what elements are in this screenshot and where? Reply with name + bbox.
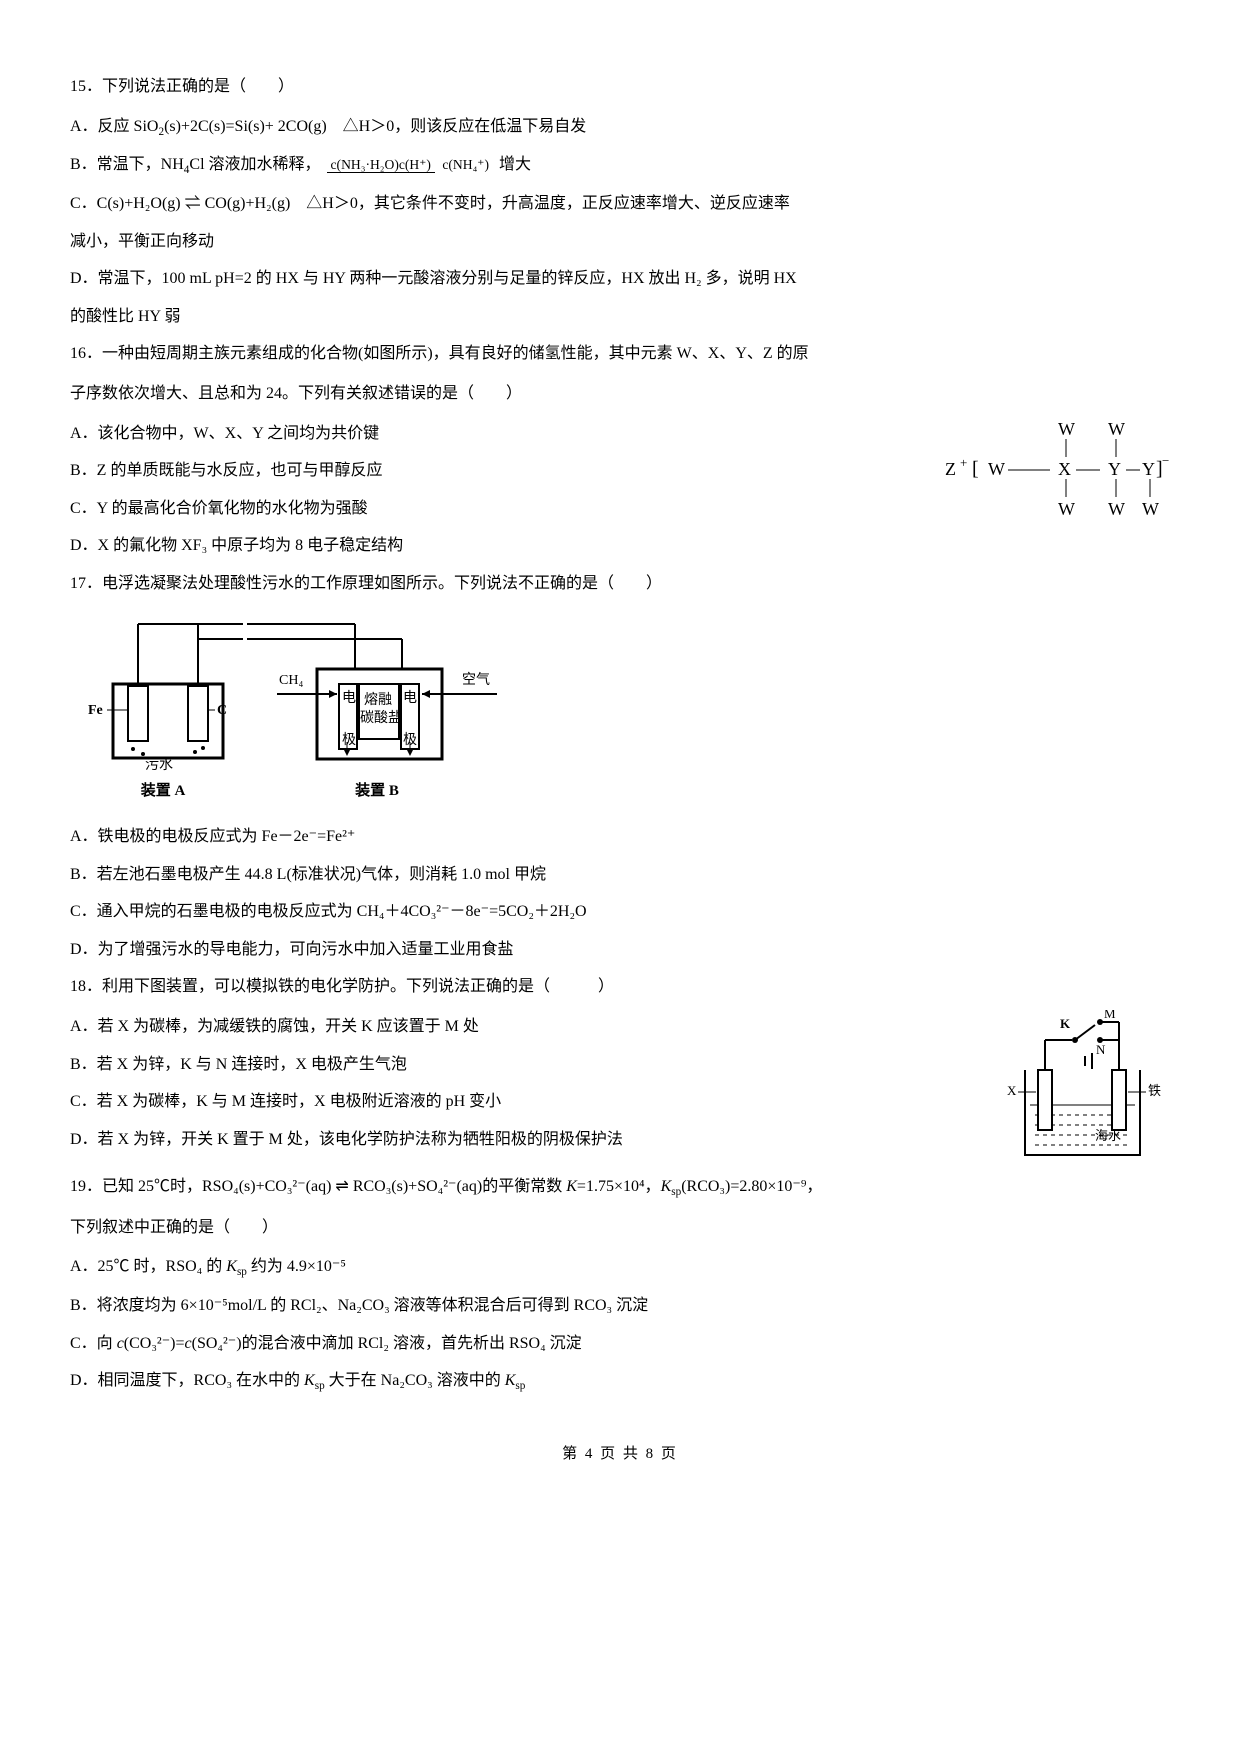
q17-stem: 17．电浮选凝聚法处理酸性污水的工作原理如图所示。下列说法不正确的是（ ） [70,567,1170,601]
q17-caption-b: 装置 B [247,776,507,808]
q17-fig-elec-r: 电 [403,690,417,706]
q16-opt-d: D．X 的氟化物 XF₃ 中原子均为 8 电子稳定结构 [70,529,1170,563]
q19-opt-d: D．相同温度下，RCO₃ 在水中的 Ksp 大于在 Na₂CO₃ 溶液中的 Ks… [70,1364,1170,1399]
q17-opt-c: C．通入甲烷的石墨电极的电极反应式为 CH₄＋4CO₃²⁻－8e⁻=5CO₂＋2… [70,895,1170,929]
q19-c-a: C．向 [70,1335,117,1352]
q19-c-c1: c [117,1335,124,1352]
q17-fig-elec-l: 电 [342,690,356,706]
q18-fig-k: K [1060,1016,1071,1031]
q16-fig-minus: − [1162,453,1169,468]
q19-a-sp: sp [237,1266,247,1278]
q16-fig-w2: W [1108,419,1125,439]
q16-fig-w6: W [1142,499,1159,519]
q17-fig-air: 空气 [462,672,490,688]
q15-opt-b: B．常温下，NH4Cl 溶液加水稀释， c(NH₃·H₂O)c(H⁺) c(NH… [70,148,1170,183]
q17-fig-fe: Fe [88,703,103,718]
q18-fig-fe: 铁 [1148,1083,1161,1098]
q15-opt-c-l1: C．C(s)+H₂O(g) ⇌ CO(g)+H₂(g) △H＞0，其它条件不变时… [70,187,1170,221]
q16-fig-x: X [1058,459,1071,479]
q19-s1c: (RCO₃)=2.80×10⁻⁹， [681,1178,822,1195]
q16-fig-w4: W [1058,499,1075,519]
q17-fig-pole-l: 极 [342,732,356,748]
q18-fig-x: X [1007,1083,1017,1098]
q19-opt-c: C．向 c(CO₃²⁻)=c(SO₄²⁻)的混合液中滴加 RCl₂ 溶液，首先析… [70,1327,1170,1361]
q16-fig-w3: W [988,459,1005,479]
q15-stem: 15．下列说法正确的是（ ） [70,70,1170,104]
q17-opt-a: A．铁电极的电极反应式为 Fe－2e⁻=Fe²⁺ [70,820,1170,854]
q17-fig-sewage: 污水 [145,757,173,773]
q18-fig-m: M [1104,1010,1116,1021]
q19-s1a: 19．已知 25℃时，RSO₄(s)+CO₃²⁻(aq) ⇌ RCO₃(s)+S… [70,1178,566,1195]
q19-ksp: K [661,1178,672,1195]
q19-a-a: A．25℃ 时，RSO₄ 的 [70,1258,226,1275]
q16-fig-y1: Y [1108,459,1121,479]
q15-opt-d-l1: D．常温下，100 mL pH=2 的 HX 与 HY 两种一元酸溶液分别与足量… [70,262,1170,296]
q15-b-frac-bot: c(NH₄⁺) [438,157,493,172]
q16-fig-w1: W [1058,419,1075,439]
q15-b-post: 增大 [499,156,531,173]
q19-d-a: D．相同温度下，RCO₃ 在水中的 [70,1372,304,1389]
q16-stem-l2: 子序数依次增大、且总和为 24。下列有关叙述错误的是（ ） [70,377,1170,411]
q18-figure: 海水 X 铁 K M N [1000,1010,1170,1170]
q16-fig-w5: W [1108,499,1125,519]
q16-fig-zplus: + [960,455,967,470]
q19-opt-b: B．将浓度均为 6×10⁻⁵mol/L 的 RCl₂、Na₂CO₃ 溶液等体积混… [70,1289,1170,1323]
q15-opt-c-l2: 减小，平衡正向移动 [70,225,1170,259]
q19-sp: sp [671,1186,681,1198]
q19-stem-l1: 19．已知 25℃时，RSO₄(s)+CO₃²⁻(aq) ⇌ RCO₃(s)+S… [70,1170,1170,1205]
q15-b-pre: B．常温下，NH [70,156,184,173]
q17-opt-b: B．若左池石墨电极产生 44.8 L(标准状况)气体，则消耗 1.0 mol 甲… [70,858,1170,892]
q19-c-c2: c [185,1335,192,1352]
q15-opt-a: A．反应 SiO2(s)+2C(s)=Si(s)+ 2CO(g) △H＞0，则该… [70,110,1170,145]
q17-fig-melt2: 碳酸盐 [360,710,402,726]
q17-fig-ch4: CH₄ [279,673,303,688]
q19-opt-a: A．25℃ 时，RSO₄ 的 Ksp 约为 4.9×10⁻⁵ [70,1250,1170,1285]
q16-fig-z: Z [945,459,956,479]
q19-a-k: K [226,1258,237,1275]
q16-fig-lbrk: [ [972,458,979,480]
q19-d-sp2: sp [515,1380,525,1392]
q15-b-fraction: c(NH₃·H₂O)c(H⁺) c(NH₄⁺) [327,157,494,173]
q15-opt-d-l2: 的酸性比 HY 弱 [70,300,1170,334]
q19-stem-l2: 下列叙述中正确的是（ ） [70,1211,1170,1245]
q19-s1b: =1.75×10⁴， [577,1178,661,1195]
q19-c-post: (SO₄²⁻)的混合液中滴加 RCl₂ 溶液，首先析出 RSO₄ 沉淀 [192,1335,582,1352]
q15-a-pre: A．反应 SiO [70,118,158,135]
q15-a-post: (s)+2C(s)=Si(s)+ 2CO(g) △H＞0，则该反应在低温下易自发 [164,118,586,135]
q19-c-mid: (CO₃²⁻)= [124,1335,185,1352]
q17-fig-c: C [217,703,227,718]
q19-d-k1: K [304,1372,315,1389]
q16-stem-l1: 16．一种由短周期主族元素组成的化合物(如图所示)，具有良好的储氢性能，其中元素… [70,337,1170,371]
q19-d-b: 大于在 Na₂CO₃ 溶液中的 [325,1372,505,1389]
q17-fig-melt1: 熔融 [364,692,392,708]
q19-d-sp1: sp [315,1380,325,1392]
q16-figure: W W Z + [ W X Y Y ] − W W W [940,417,1170,527]
q17-caption-a: 装置 A [83,776,243,808]
q15-b-mid: Cl 溶液加水稀释， [189,156,320,173]
q17-figure: Fe C 污水 装置 A 熔融 碳酸盐 [80,611,1170,811]
q18-stem: 18．利用下图装置，可以模拟铁的电化学防护。下列说法正确的是（ ） [70,970,1170,1004]
q19-a-b: 约为 4.9×10⁻⁵ [247,1258,346,1275]
q16-fig-y2: Y [1142,459,1155,479]
q18-fig-n: N [1096,1042,1106,1057]
q17-opt-d: D．为了增强污水的导电能力，可向污水中加入适量工业用食盐 [70,933,1170,967]
q19-k1: K [566,1178,577,1195]
page-footer: 第 4 页 共 8 页 [70,1439,1170,1471]
q19-d-k2: K [505,1372,516,1389]
q15-b-frac-top: c(NH₃·H₂O)c(H⁺) [327,157,435,173]
